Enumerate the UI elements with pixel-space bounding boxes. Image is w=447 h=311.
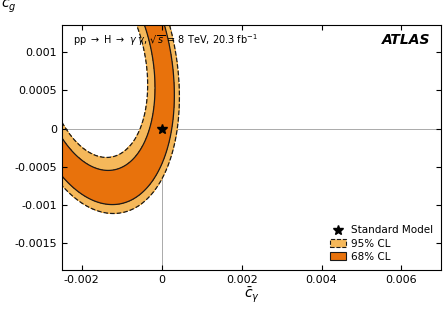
Legend: Standard Model, 95% CL, 68% CL: Standard Model, 95% CL, 68% CL: [327, 222, 436, 265]
Y-axis label: $\bar{c}_{g}$: $\bar{c}_{g}$: [1, 0, 17, 16]
X-axis label: $\bar{c}_{\gamma}$: $\bar{c}_{\gamma}$: [244, 286, 260, 305]
Text: ATLAS: ATLAS: [382, 33, 430, 47]
Text: pp $\rightarrow$ H $\rightarrow$ $\gamma$ $\gamma$, $\sqrt{s}$ = 8 TeV, 20.3 fb$: pp $\rightarrow$ H $\rightarrow$ $\gamma…: [73, 33, 258, 48]
